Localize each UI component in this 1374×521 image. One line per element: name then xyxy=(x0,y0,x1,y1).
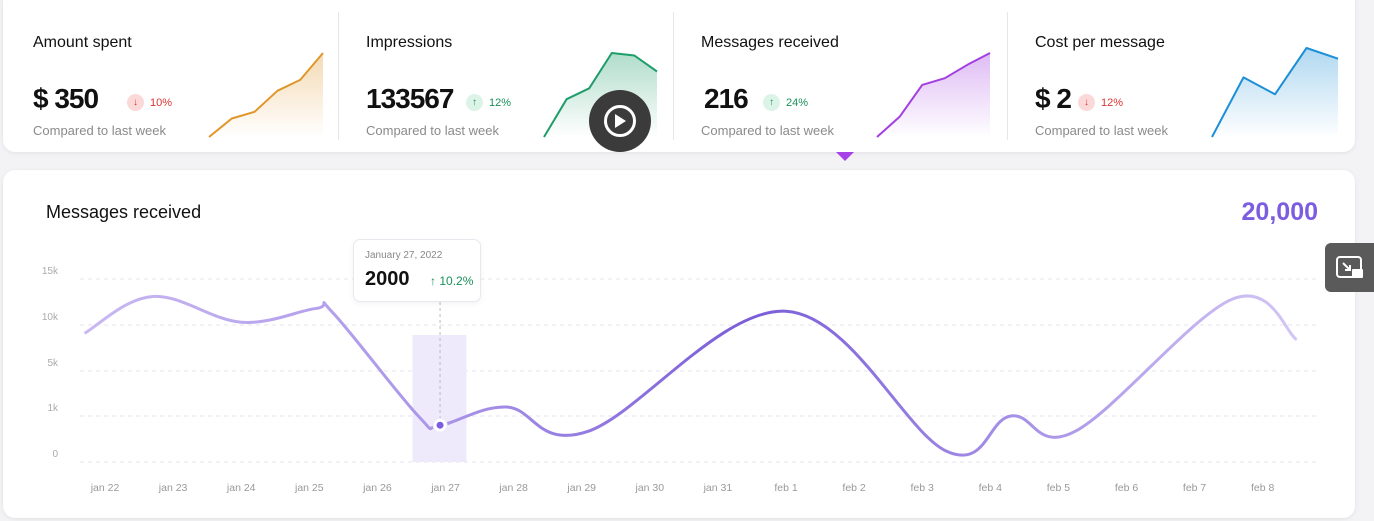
x-tick-label: feb 3 xyxy=(911,482,935,494)
kpi-value: $ 2 xyxy=(1035,83,1072,114)
kpi-change-badge: ↓ 10% xyxy=(127,94,172,111)
x-tick-label: jan 25 xyxy=(294,482,324,494)
arrow-up-icon: ↑ xyxy=(466,94,483,111)
kpi-value: $ 350 xyxy=(33,83,99,114)
x-tick-label: jan 26 xyxy=(362,482,392,494)
chart-title: Messages received xyxy=(46,202,202,222)
selected-kpi-pointer xyxy=(836,152,854,161)
kpi-change-badge: ↑ 12% xyxy=(466,94,511,111)
kpi-value: 216 xyxy=(704,83,749,114)
kpi-change-badge: ↑ 24% xyxy=(763,94,808,111)
x-tick-label: jan 22 xyxy=(90,482,120,494)
x-tick-label: jan 27 xyxy=(430,482,460,494)
kpi-compare-label: Compared to last week xyxy=(366,123,499,138)
series-line xyxy=(83,294,1298,457)
hover-highlight xyxy=(412,335,467,462)
kpi-divider xyxy=(1007,12,1008,140)
x-tick-label: feb 8 xyxy=(1251,482,1275,494)
kpi-title: Amount spent xyxy=(33,34,132,51)
x-tick-label: jan 28 xyxy=(498,482,528,494)
kpi-title: Cost per message xyxy=(1035,34,1165,51)
tooltip-change: ↑ 10.2% xyxy=(430,274,474,288)
kpi-divider xyxy=(338,12,339,140)
chart-tooltip: January 27, 2022 2000 ↑ 10.2% xyxy=(353,239,481,302)
kpi-title: Messages received xyxy=(701,34,839,51)
sparkline xyxy=(1211,47,1339,138)
kpi-change-badge: ↓ 12% xyxy=(1078,94,1123,111)
x-tick-label: jan 31 xyxy=(703,482,733,494)
kpi-compare-label: Compared to last week xyxy=(701,123,834,138)
x-tick-label: jan 24 xyxy=(226,482,256,494)
x-tick-label: jan 29 xyxy=(566,482,596,494)
y-tick-label: 10k xyxy=(42,312,59,323)
kpi-title: Impressions xyxy=(366,34,453,51)
picture-in-picture-button[interactable] xyxy=(1325,243,1374,292)
x-tick-label: jan 23 xyxy=(158,482,188,494)
arrow-up-icon: ↑ xyxy=(430,274,436,288)
picture-in-picture-icon xyxy=(1335,255,1363,278)
y-tick-label: 5k xyxy=(47,358,59,369)
x-tick-label: jan 30 xyxy=(634,482,664,494)
kpi-amount-spent[interactable]: Amount spent $ 350 ↓ 10% Compared to last… xyxy=(3,10,336,162)
play-button[interactable] xyxy=(589,90,651,152)
kpi-messages-received[interactable]: Messages received 216 ↑ 24% Compared to l… xyxy=(671,10,1005,162)
play-icon xyxy=(604,105,636,137)
chart-total: 20,000 xyxy=(1241,198,1318,226)
kpi-value: 133567 xyxy=(366,83,454,114)
arrow-down-icon: ↓ xyxy=(127,94,144,111)
sparkline xyxy=(208,52,324,138)
tooltip-date: January 27, 2022 xyxy=(365,250,443,261)
x-tick-label: feb 2 xyxy=(842,482,866,494)
tooltip-value: 2000 xyxy=(365,268,410,290)
kpi-compare-label: Compared to last week xyxy=(33,123,166,138)
x-tick-label: feb 5 xyxy=(1047,482,1071,494)
selected-point xyxy=(436,421,444,429)
y-tick-label: 1k xyxy=(47,403,59,414)
kpi-compare-label: Compared to last week xyxy=(1035,123,1168,138)
arrow-down-icon: ↓ xyxy=(1078,94,1095,111)
x-tick-label: feb 6 xyxy=(1115,482,1139,494)
kpi-cost-per-message[interactable]: Cost per message $ 2 ↓ 12% Compared to la… xyxy=(1005,10,1355,162)
x-tick-label: feb 7 xyxy=(1183,482,1207,494)
x-tick-label: feb 4 xyxy=(979,482,1003,494)
kpi-divider xyxy=(673,12,674,140)
sparkline xyxy=(876,52,991,138)
x-tick-label: feb 1 xyxy=(774,482,798,494)
arrow-up-icon: ↑ xyxy=(763,94,780,111)
y-tick-label: 0 xyxy=(52,449,58,460)
y-tick-label: 15k xyxy=(42,266,59,277)
